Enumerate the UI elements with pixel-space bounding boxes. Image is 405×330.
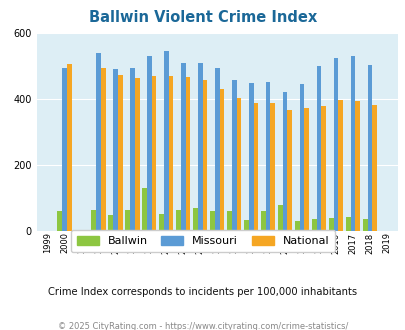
Bar — [277, 205, 282, 231]
Bar — [113, 69, 117, 231]
Bar — [214, 68, 219, 231]
Bar — [371, 105, 376, 231]
Bar — [117, 75, 122, 231]
Bar — [260, 211, 265, 231]
Bar — [345, 217, 350, 231]
Bar — [108, 214, 113, 231]
Bar — [328, 218, 333, 231]
Bar — [333, 58, 337, 231]
Bar — [193, 208, 197, 231]
Bar — [243, 220, 248, 231]
Bar — [91, 210, 96, 231]
Bar — [164, 51, 168, 231]
Bar — [236, 98, 241, 231]
Bar — [185, 77, 190, 231]
Bar — [350, 56, 354, 231]
Bar — [151, 76, 156, 231]
Bar — [219, 89, 224, 231]
Bar — [181, 63, 185, 231]
Bar — [159, 214, 164, 231]
Bar — [142, 188, 147, 231]
Bar — [62, 68, 67, 231]
Bar — [282, 92, 287, 231]
Bar — [299, 84, 304, 231]
Bar — [304, 108, 308, 231]
Bar — [100, 68, 105, 231]
Legend: Ballwin, Missouri, National: Ballwin, Missouri, National — [71, 230, 334, 252]
Bar — [130, 68, 134, 231]
Text: © 2025 CityRating.com - https://www.cityrating.com/crime-statistics/: © 2025 CityRating.com - https://www.city… — [58, 322, 347, 330]
Bar — [176, 210, 181, 231]
Bar — [367, 65, 371, 231]
Bar — [147, 56, 151, 231]
Bar — [57, 211, 62, 231]
Bar — [231, 80, 236, 231]
Bar — [337, 100, 342, 231]
Bar — [226, 211, 231, 231]
Bar — [197, 63, 202, 231]
Bar — [67, 64, 71, 231]
Bar — [270, 103, 275, 231]
Bar — [362, 219, 367, 231]
Bar — [316, 66, 321, 231]
Bar — [248, 83, 253, 231]
Bar — [202, 80, 207, 231]
Bar — [96, 53, 100, 231]
Bar — [265, 82, 270, 231]
Bar — [125, 210, 130, 231]
Text: Crime Index corresponds to incidents per 100,000 inhabitants: Crime Index corresponds to incidents per… — [48, 287, 357, 297]
Bar — [209, 211, 214, 231]
Bar — [354, 101, 359, 231]
Bar — [168, 76, 173, 231]
Bar — [294, 221, 299, 231]
Bar — [134, 78, 139, 231]
Bar — [287, 110, 292, 231]
Bar — [311, 219, 316, 231]
Bar — [253, 103, 258, 231]
Bar — [321, 106, 325, 231]
Text: Ballwin Violent Crime Index: Ballwin Violent Crime Index — [89, 10, 316, 25]
